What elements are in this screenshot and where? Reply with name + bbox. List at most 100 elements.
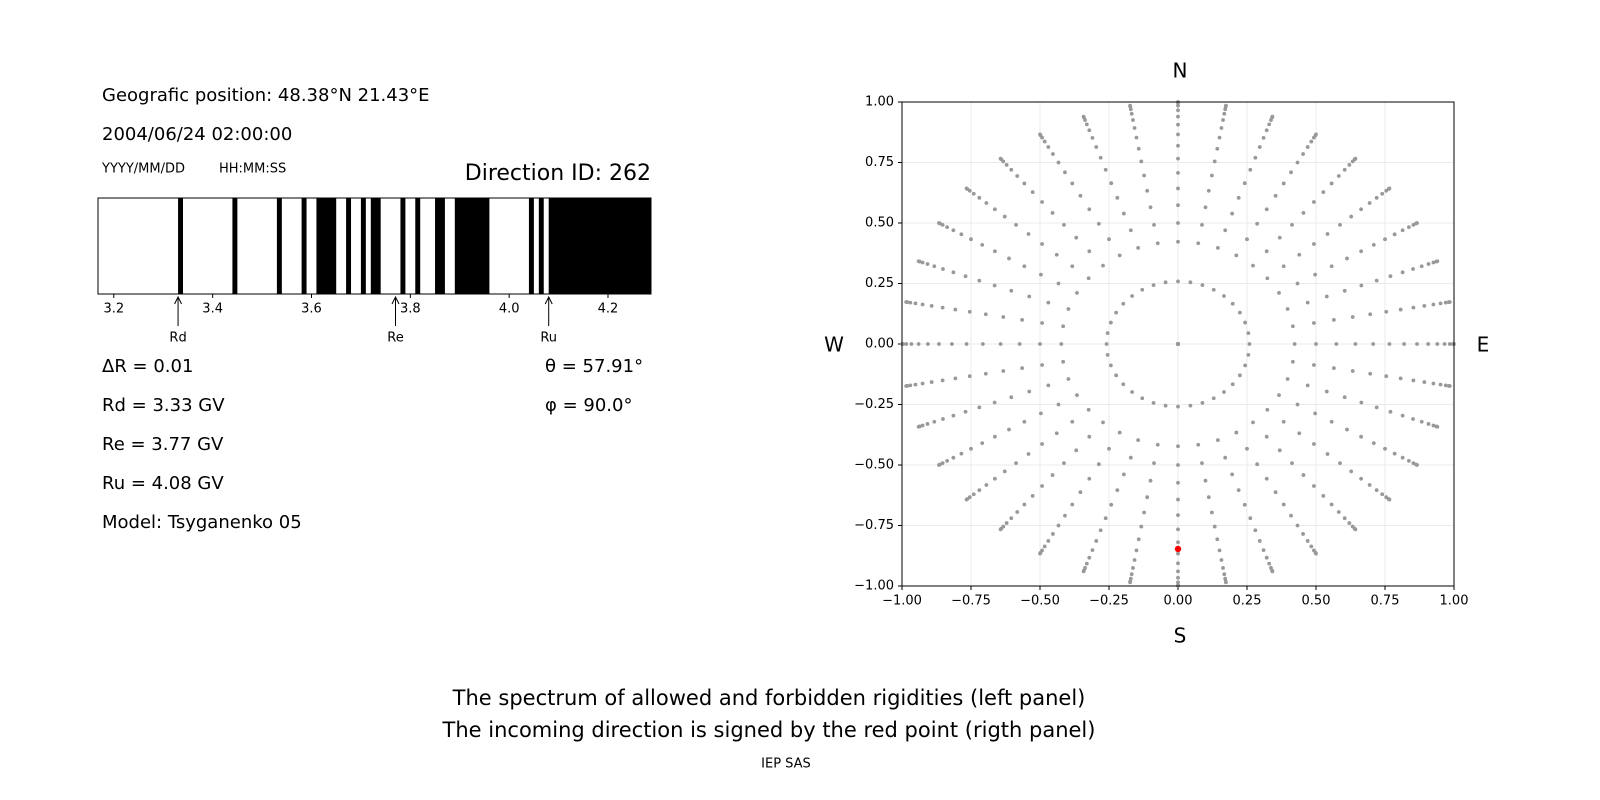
direction-id: Direction ID: 262 [465,161,651,186]
info-text: ΔR = 0.01 [102,356,193,377]
direction-point [1301,152,1305,156]
direction-point [1222,572,1227,577]
datetime: 2004/06/24 02:00:00 [102,124,292,145]
direction-point [1063,170,1067,175]
direction-point [1411,378,1416,383]
x-tick-label: −0.50 [1020,594,1060,609]
direction-point [1359,400,1364,405]
direction-point [1117,253,1122,258]
direction-point [1374,405,1379,410]
forbidden-band [178,198,184,294]
direction-point [1002,214,1007,219]
direction-point [1234,430,1239,435]
direction-point [1081,114,1086,119]
direction-point [1022,264,1027,269]
direction-point [992,283,997,288]
marker-arrowhead [391,295,400,305]
direction-point [932,264,937,269]
direction-point [951,413,956,418]
direction-point [980,441,985,446]
direction-point [1281,264,1286,269]
direction-point [1109,502,1114,507]
direction-point [1422,304,1427,308]
direction-point [1215,537,1220,542]
direction-point [1114,373,1119,378]
direction-point [1176,580,1180,585]
direction-point [1313,411,1317,416]
direction-point [1030,493,1035,498]
direction-point [1176,114,1180,119]
direction-point [920,260,925,265]
direction-point [1014,222,1018,227]
direction-point [1200,222,1204,227]
direction-point [929,304,934,308]
direction-point [1004,163,1009,167]
x-tick-label: 0.25 [1233,594,1262,609]
direction-point [1139,524,1144,529]
direction-point [1290,324,1295,329]
direction-point [1237,373,1242,378]
direction-point [1087,476,1092,481]
direction-point [916,259,921,264]
direction-point [1121,211,1126,216]
direction-point [1301,211,1306,215]
direction-point [1074,448,1079,453]
direction-point [1027,389,1032,394]
direction-point [1151,400,1156,405]
direction-point [1324,294,1329,299]
direction-point [1203,478,1208,483]
direction-point [1039,272,1043,277]
direction-point [1383,237,1387,242]
direction-point [1090,548,1095,552]
direction-point [1443,300,1448,305]
y-tick-label: 1.00 [865,95,894,110]
direction-point [1419,264,1424,269]
direction-point [1176,186,1180,191]
direction-point [953,376,958,381]
direction-point [1087,555,1092,560]
direction-point [1230,472,1235,477]
forbidden-band [301,198,307,294]
direction-point [1176,170,1180,175]
direction-point [1329,502,1334,507]
direction-point [1022,419,1027,424]
direction-point [1447,300,1452,304]
direction-point [1020,366,1024,371]
direction-point [1359,207,1364,212]
direction-point [1301,473,1306,477]
direction-point [1115,195,1120,200]
direction-point [1130,294,1134,298]
direction-point [1108,320,1113,325]
direction-point [1040,363,1044,367]
direction-point [1130,390,1134,394]
direction-point [1374,488,1379,493]
direction-point [1070,264,1075,269]
direction-point [1054,431,1059,436]
direction-point [1075,290,1079,295]
direction-point [1209,510,1214,515]
direction-point [1277,290,1281,295]
direction-point [1215,146,1220,151]
direction-point [1277,448,1282,453]
direction-point [1176,463,1180,467]
direction-point [1305,145,1310,149]
direction-point [1243,320,1248,325]
direction-point [1027,294,1032,299]
direction-point [1142,510,1147,515]
direction-point [1419,419,1424,424]
caption-line: The incoming direction is signed by the … [442,718,1096,742]
direction-point [953,307,958,312]
direction-point [1015,510,1020,514]
direction-point [1004,521,1009,525]
direction-point [1211,396,1216,401]
direction-point [1039,411,1043,416]
direction-point [1342,395,1347,400]
date-format: YYYY/MM/DD [101,162,185,177]
direction-point [1022,181,1027,186]
direction-point [1312,484,1316,488]
direction-point [1128,103,1132,108]
axes-frame [901,101,1455,587]
x-tick-label: −0.75 [951,594,991,609]
direction-point [904,342,909,346]
direction-point [992,400,997,405]
